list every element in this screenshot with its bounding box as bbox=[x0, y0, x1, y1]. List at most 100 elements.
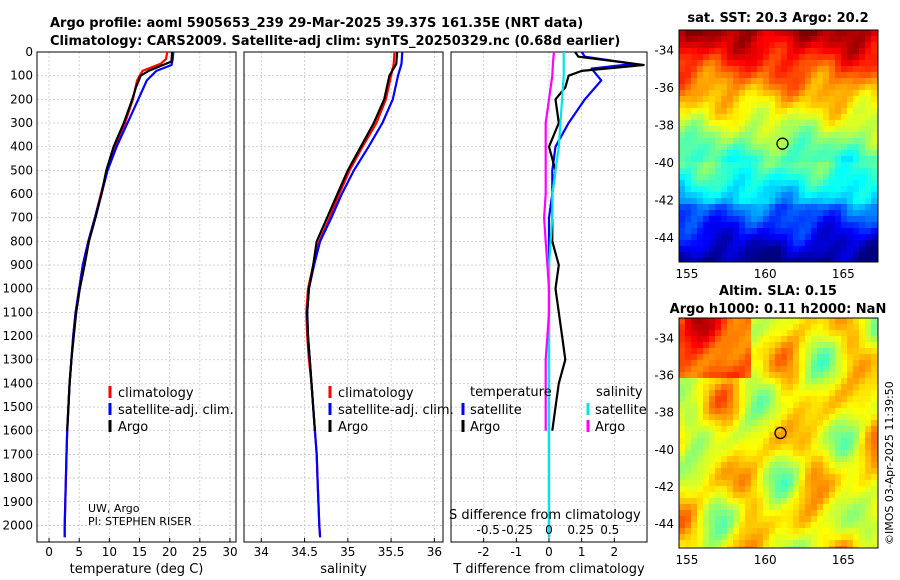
map-cell bbox=[745, 222, 752, 229]
map-cell bbox=[871, 168, 878, 175]
map-cell bbox=[685, 390, 692, 397]
map-cell bbox=[691, 492, 698, 499]
y-tick-label: 900 bbox=[10, 258, 33, 272]
map-cell bbox=[859, 468, 866, 475]
map-cell bbox=[787, 36, 794, 43]
map-cell bbox=[745, 30, 752, 37]
map-cell bbox=[679, 174, 686, 181]
map-cell bbox=[817, 438, 824, 445]
map-cell bbox=[769, 60, 776, 67]
map-cell bbox=[763, 84, 770, 91]
map-cell bbox=[697, 426, 704, 433]
map-cell bbox=[841, 330, 848, 337]
map-cell bbox=[697, 462, 704, 469]
map-cell bbox=[787, 498, 794, 505]
map-cell bbox=[841, 144, 848, 151]
map-cell bbox=[775, 510, 782, 517]
map-cell bbox=[841, 150, 848, 157]
map-cell bbox=[709, 114, 716, 121]
map-cell bbox=[757, 252, 764, 259]
map-cell bbox=[853, 546, 860, 549]
map-cell bbox=[829, 198, 836, 205]
map-cell bbox=[835, 36, 842, 43]
map-cell bbox=[835, 408, 842, 415]
map-cell bbox=[859, 492, 866, 499]
map-cell bbox=[787, 384, 794, 391]
map-cell bbox=[865, 336, 872, 343]
map-cell bbox=[847, 120, 854, 127]
map-cell bbox=[811, 402, 818, 409]
map-cell bbox=[709, 384, 716, 391]
map-cell bbox=[859, 252, 866, 259]
map-cell bbox=[781, 498, 788, 505]
map-cell bbox=[853, 132, 860, 139]
map-cell bbox=[775, 174, 782, 181]
map-cell bbox=[691, 240, 698, 247]
map-cell bbox=[835, 102, 842, 109]
map-cell bbox=[865, 252, 872, 259]
map-cell bbox=[751, 342, 758, 349]
map-cell bbox=[811, 78, 818, 85]
map-cell bbox=[739, 504, 746, 511]
map-cell bbox=[727, 510, 734, 517]
s-tick-label: 0 bbox=[545, 523, 553, 537]
map-cell bbox=[721, 534, 728, 541]
map-cell bbox=[793, 522, 800, 529]
map-cell bbox=[769, 450, 776, 457]
map-cell bbox=[799, 378, 806, 385]
map-cell bbox=[679, 528, 686, 535]
y-tick-label: 1800 bbox=[2, 471, 33, 485]
map-cell bbox=[733, 420, 740, 427]
map-cell bbox=[847, 534, 854, 541]
map-cell bbox=[871, 342, 878, 349]
map-cell bbox=[799, 456, 806, 463]
map-cell bbox=[763, 48, 770, 55]
map-cell bbox=[811, 456, 818, 463]
map-cell bbox=[835, 240, 842, 247]
map-cell bbox=[769, 510, 776, 517]
map-cell bbox=[829, 66, 836, 73]
map-cell bbox=[721, 144, 728, 151]
map-cell bbox=[781, 150, 788, 157]
map-cell bbox=[727, 456, 734, 463]
map-cell bbox=[709, 408, 716, 415]
map-cell bbox=[817, 474, 824, 481]
map-cell bbox=[769, 150, 776, 157]
map-cell bbox=[757, 444, 764, 451]
legend-label: satellite bbox=[595, 403, 647, 418]
map-cell bbox=[715, 474, 722, 481]
map-y-tick-label: -42 bbox=[654, 480, 674, 494]
map-cell bbox=[865, 330, 872, 337]
map-cell bbox=[751, 396, 758, 403]
map-cell bbox=[865, 402, 872, 409]
map-cell bbox=[703, 114, 710, 121]
map-cell bbox=[853, 162, 860, 169]
map-cell bbox=[805, 252, 812, 259]
map-cell bbox=[847, 144, 854, 151]
map-cell bbox=[823, 84, 830, 91]
map-cell bbox=[781, 324, 788, 331]
map-cell bbox=[793, 252, 800, 259]
map-cell bbox=[871, 246, 878, 253]
map-cell bbox=[871, 198, 878, 205]
map-cell bbox=[697, 84, 704, 91]
map-cell bbox=[769, 120, 776, 127]
map-cell bbox=[781, 168, 788, 175]
map-cell bbox=[859, 444, 866, 451]
map-cell bbox=[781, 342, 788, 349]
map-cell bbox=[775, 402, 782, 409]
map-cell bbox=[865, 222, 872, 229]
map-cell bbox=[775, 336, 782, 343]
map-cell bbox=[835, 138, 842, 145]
map-cell bbox=[871, 114, 878, 121]
map-cell bbox=[703, 480, 710, 487]
map-cell bbox=[679, 390, 686, 397]
map-cell bbox=[733, 72, 740, 79]
y-tick-label: 1600 bbox=[2, 424, 33, 438]
map-cell bbox=[697, 138, 704, 145]
s-axis-label: S difference from climatology bbox=[449, 508, 641, 523]
map-cell bbox=[793, 396, 800, 403]
map-cell bbox=[865, 102, 872, 109]
map-cell bbox=[721, 450, 728, 457]
map-cell bbox=[799, 252, 806, 259]
